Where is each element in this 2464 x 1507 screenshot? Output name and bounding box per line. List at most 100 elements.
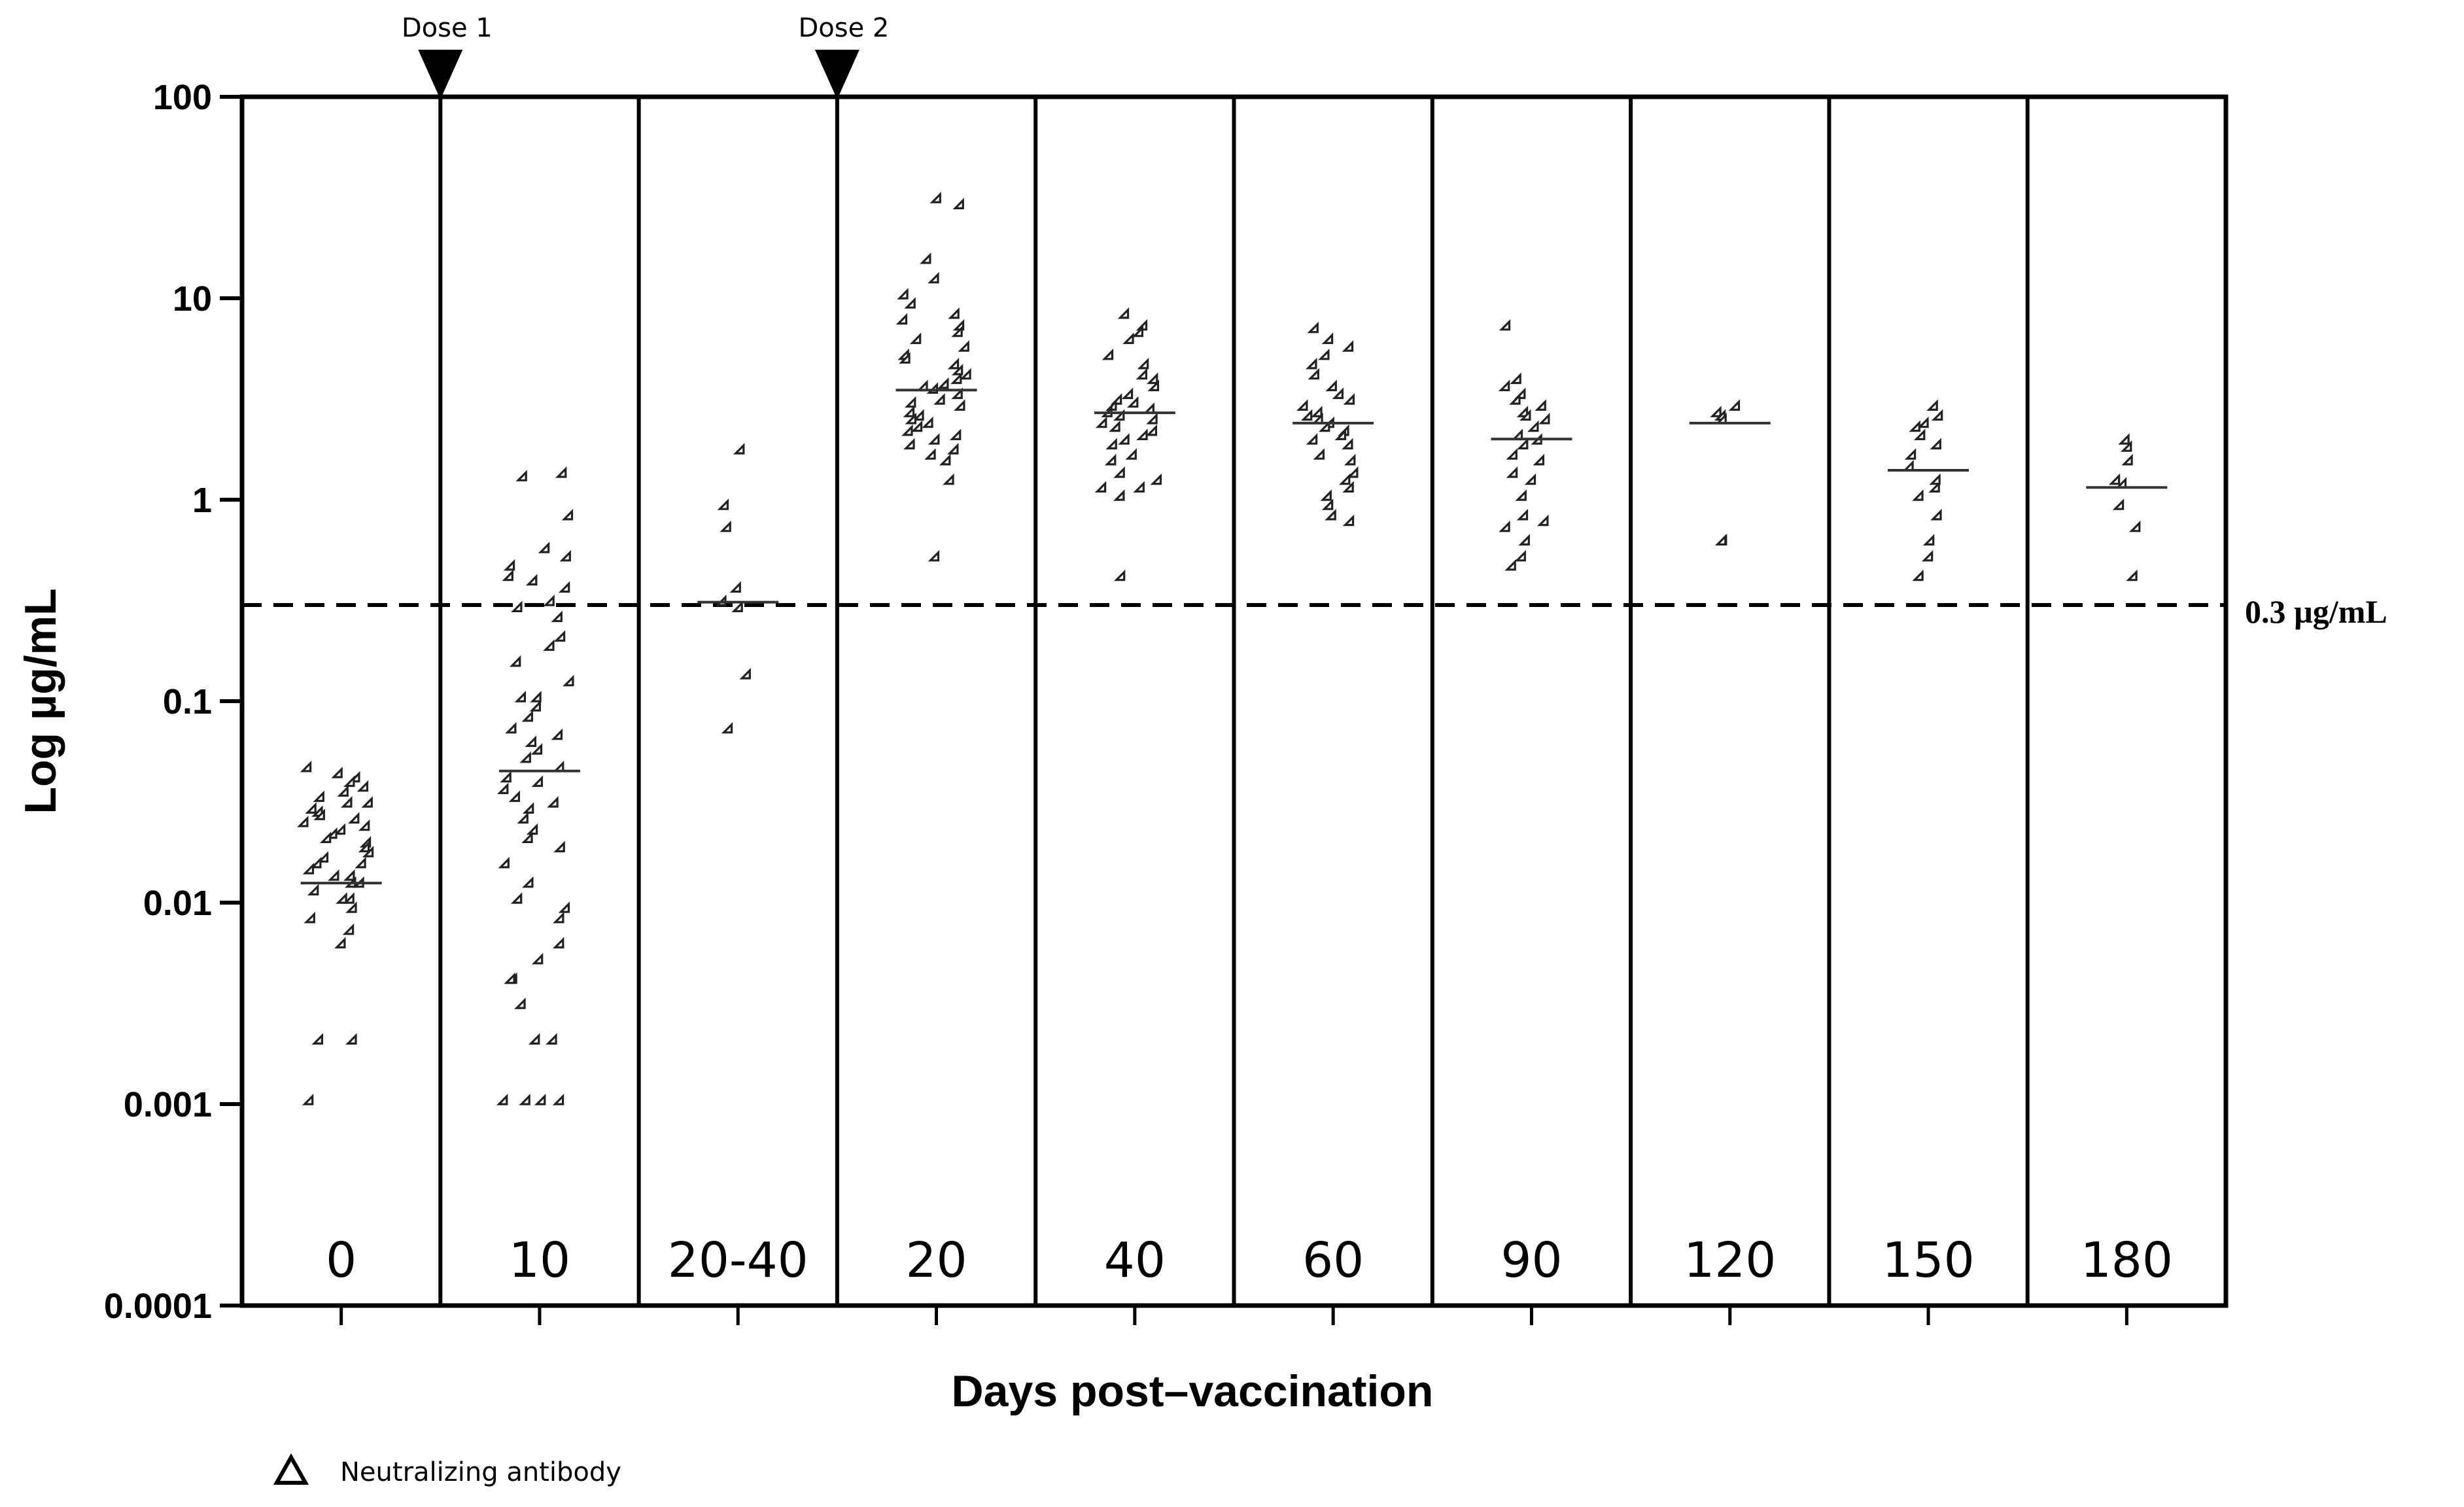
data-point [347,812,360,824]
legend-triangle-icon [273,1453,309,1485]
data-point [522,876,534,888]
data-point [502,569,513,581]
data-point [733,443,745,455]
data-point [345,1033,357,1045]
data-point [1321,332,1334,344]
data-point [1318,420,1330,432]
data-point [1917,416,1929,428]
data-point [1928,481,1940,493]
data-point [1136,368,1148,380]
data-point [2108,473,2121,485]
data-point [721,721,733,734]
data-point [1516,508,1529,521]
data-point [334,937,346,948]
data-point [2128,520,2141,532]
data-point [558,581,570,593]
data-point [500,771,512,783]
category-label: 20-40 [668,1232,808,1289]
data-point [1728,399,1741,411]
data-point [509,655,521,667]
data-point [1518,534,1530,546]
data-point [1109,420,1120,432]
data-point [553,840,565,853]
data-point [1308,368,1319,380]
data-point [362,846,374,857]
data-point [720,520,731,532]
data-point [534,1094,546,1105]
data-point [937,377,949,389]
data-point [345,901,357,913]
data-point [1498,379,1510,392]
data-point [559,549,571,562]
data-point [546,1033,557,1045]
data-point [1344,453,1356,466]
x-axis-title: Days post–vaccination [952,1366,1434,1416]
data-point [1105,438,1117,450]
data-point [1342,438,1353,450]
data-point [515,470,527,481]
data-point [1300,409,1313,421]
data-point [561,508,574,521]
data-point [300,760,312,772]
data-point [342,923,355,935]
data-point [899,352,911,364]
data-point [543,595,555,606]
y-tick-label: 0.0001 [104,1287,212,1326]
data-point [505,721,517,734]
data-point [525,574,538,586]
data-point [950,372,962,385]
data-point [895,313,908,325]
data-point [1347,466,1359,478]
data-point [521,710,534,722]
data-point [522,802,534,814]
data-point [504,972,515,984]
data-point [951,364,963,375]
y-tick-label: 0.001 [124,1085,212,1124]
data-point [503,559,515,571]
data-point [1710,406,1722,417]
legend: Neutralizing antibody [273,1453,621,1487]
data-point [911,420,923,432]
data-point [355,856,366,869]
data-point [514,691,527,702]
y-tick-label: 1 [192,481,212,520]
data-point [2121,453,2133,466]
data-point [1931,409,1943,421]
data-point [1535,399,1546,411]
data-point [951,325,963,338]
data-point [1321,498,1334,510]
data-point [558,901,570,913]
data-point [517,812,529,824]
data-point [328,869,339,881]
data-point [1514,549,1526,562]
data-point [1516,406,1529,417]
data-point [954,399,965,411]
data-point [947,357,960,370]
data-point [343,775,355,788]
data-point [358,819,370,831]
data-point [1527,420,1539,432]
data-point [1524,473,1536,485]
data-point [555,466,567,478]
data-point [358,840,370,853]
data-point [553,911,564,924]
data-point [933,393,945,405]
data-point [311,1033,324,1045]
category-label: 0 [326,1232,356,1289]
data-point [928,433,940,445]
data-point [922,416,933,428]
data-point [337,785,349,797]
data-point [552,1094,564,1105]
data-point [1342,340,1354,352]
data-point [939,453,951,466]
data-point [1930,438,1941,450]
category-label: 90 [1501,1232,1562,1289]
data-point [1306,357,1317,370]
data-point [909,332,922,344]
data-point [1306,433,1318,445]
data-point [1537,514,1549,527]
data-point [1113,466,1125,478]
data-point [1342,514,1355,527]
data-point [543,639,555,651]
